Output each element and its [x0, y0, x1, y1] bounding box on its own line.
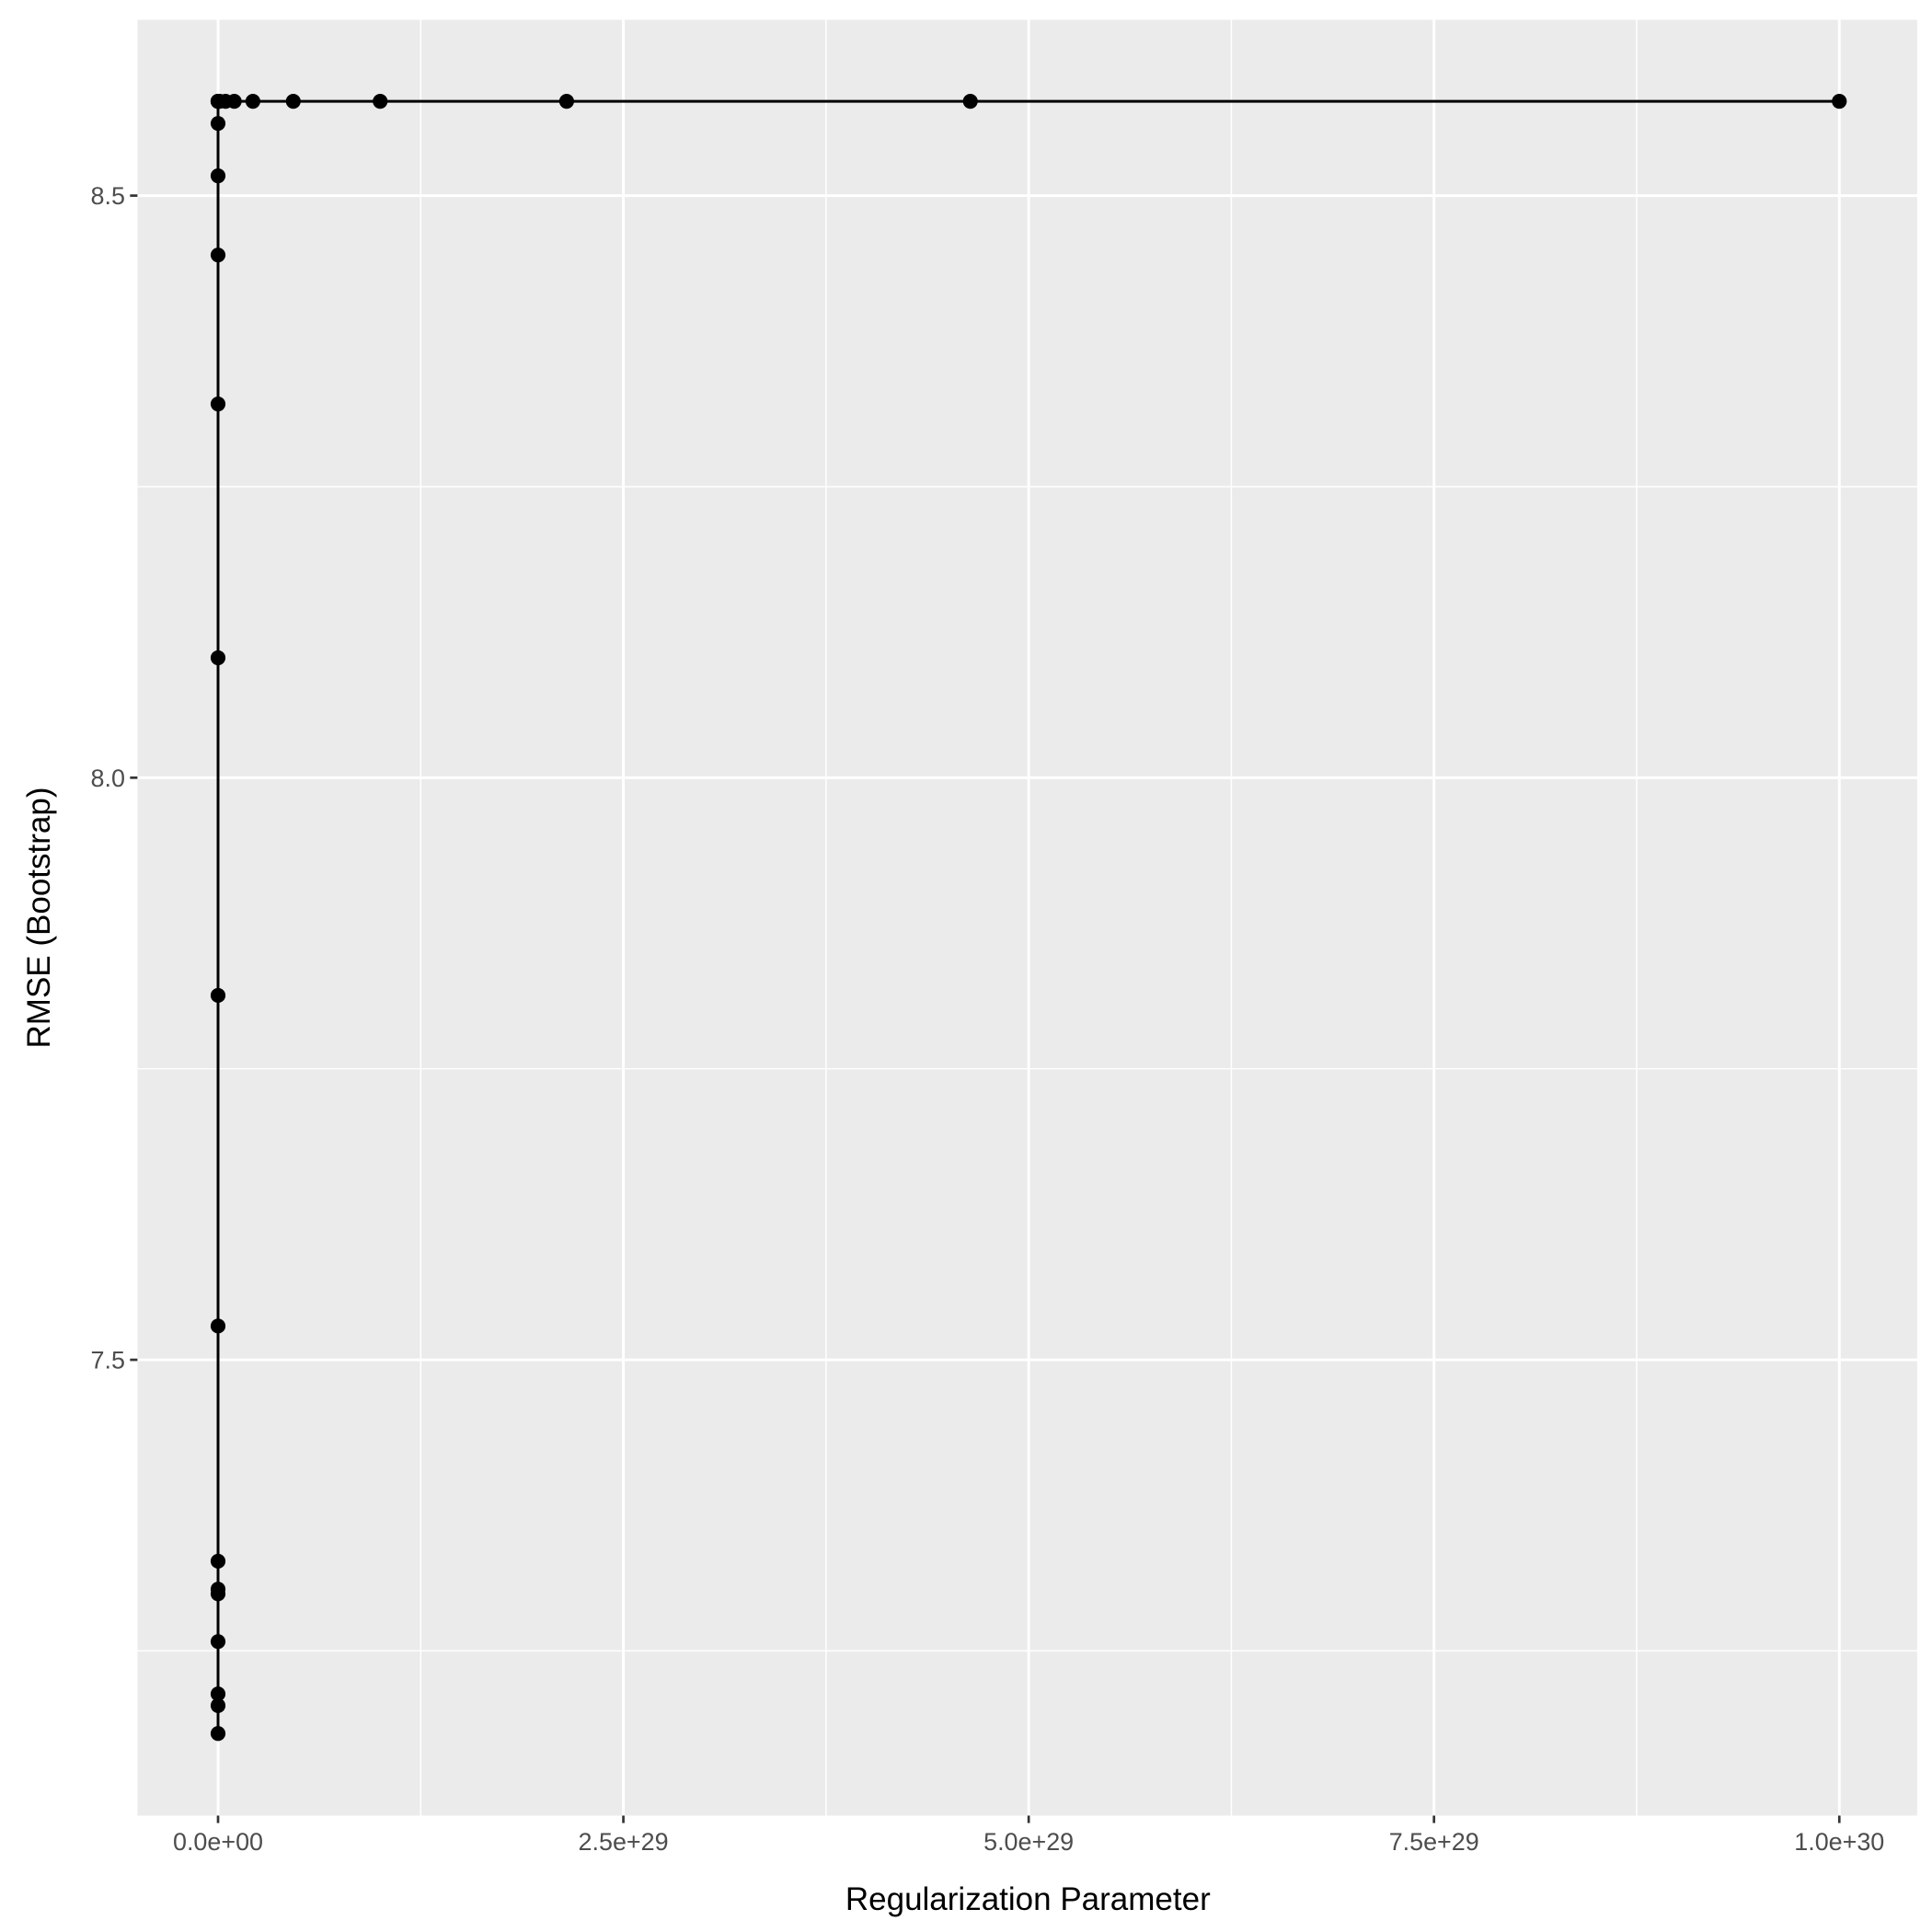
point [210, 1697, 226, 1713]
point [210, 1318, 226, 1334]
x-tick-label: 7.5e+29 [1389, 1828, 1479, 1856]
point [226, 94, 242, 109]
point [210, 397, 226, 412]
point [210, 1581, 226, 1597]
point [1832, 94, 1847, 109]
y-axis-title: RMSE (Bootstrap) [21, 788, 57, 1049]
y-tick-label: 8.5 [91, 182, 125, 210]
point [245, 94, 260, 109]
point [558, 94, 574, 109]
point [210, 650, 226, 666]
x-tick-label: 2.5e+29 [579, 1828, 669, 1856]
point [373, 94, 388, 109]
point [210, 1553, 226, 1570]
point [210, 1634, 226, 1650]
point [210, 1686, 226, 1702]
point [210, 987, 226, 1004]
x-tick-label: 5.0e+29 [983, 1828, 1074, 1856]
panel [137, 19, 1917, 1816]
point [285, 94, 301, 109]
point [210, 247, 226, 263]
x-tick-label: 1.0e+30 [1794, 1828, 1884, 1856]
point [962, 94, 978, 109]
point [210, 116, 226, 132]
x-axis-title: Regularization Parameter [845, 1881, 1211, 1917]
y-tick-label: 8.0 [91, 765, 125, 792]
x-tick-label: 0.0e+00 [173, 1828, 263, 1856]
y-tick-label: 7.5 [91, 1346, 125, 1374]
point [210, 1726, 226, 1742]
point [210, 168, 226, 184]
